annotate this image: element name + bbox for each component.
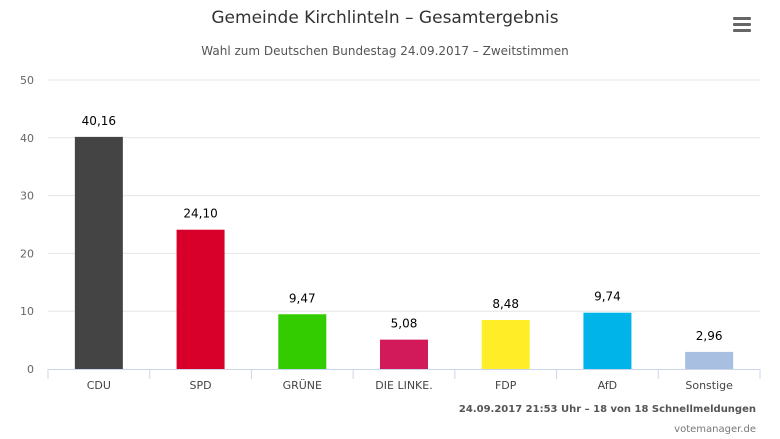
y-tick-label: 20 — [20, 247, 34, 260]
bar-sonstige[interactable] — [685, 351, 734, 369]
x-tick-label: AfD — [598, 379, 617, 392]
x-tick-label: GRÜNE — [283, 379, 322, 392]
y-tick-label: 30 — [20, 190, 34, 203]
data-label: 2,96 — [696, 329, 723, 343]
y-tick-label: 0 — [27, 363, 34, 376]
y-tick-label: 50 — [20, 74, 34, 87]
bar-grüne[interactable] — [278, 314, 327, 369]
chart-subtitle: Wahl zum Deutschen Bundestag 24.09.2017 … — [201, 44, 569, 58]
chart-credits: 24.09.2017 21:53 Uhr – 18 von 18 Schnell… — [458, 404, 756, 415]
x-tick-label: CDU — [87, 379, 111, 392]
x-tick-label: Sonstige — [685, 379, 733, 392]
bar-chart: 0 10 20 30 40 50 CDU SPD GRÜNE DIE LINKE. FDP AfD So… — [20, 74, 761, 392]
bar-fdp[interactable] — [481, 319, 530, 369]
x-tick-label: FDP — [495, 379, 517, 392]
bar-die-linke[interactable] — [380, 339, 428, 369]
x-tick-label: SPD — [190, 379, 212, 392]
data-label: 9,74 — [594, 290, 621, 304]
bar-spd[interactable] — [176, 229, 225, 369]
bar-afd[interactable] — [583, 312, 632, 369]
bar-cdu[interactable] — [74, 136, 123, 369]
data-label: 5,08 — [391, 317, 418, 331]
y-tick-label: 40 — [20, 132, 34, 145]
hamburger-menu-icon[interactable] — [729, 12, 755, 36]
data-label: 8,48 — [492, 297, 519, 311]
x-tick-label: DIE LINKE. — [375, 379, 432, 392]
data-label: 9,47 — [289, 291, 316, 305]
y-tick-label: 10 — [20, 305, 34, 318]
source-link[interactable]: votemanager.de — [674, 424, 756, 435]
chart-title: Gemeinde Kirchlinteln – Gesamtergebnis — [211, 8, 559, 28]
data-label: 40,16 — [82, 114, 116, 128]
data-label: 24,10 — [183, 207, 217, 221]
